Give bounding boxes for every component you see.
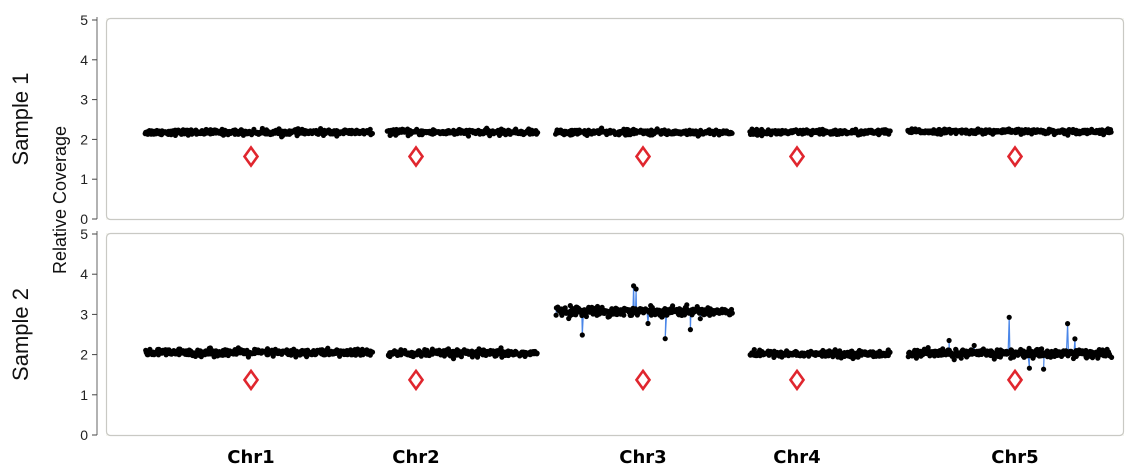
panel-label: Sample 1 (8, 73, 33, 166)
data-point (1039, 346, 1045, 352)
y-tick-label: 2 (80, 347, 88, 363)
data-point (751, 347, 757, 353)
diamond-marker (242, 368, 260, 392)
data-point (369, 130, 375, 137)
panel-frame (105, 17, 1125, 221)
diamond-marker (634, 145, 652, 168)
diamond-marker (1006, 368, 1024, 392)
data-point (1006, 314, 1012, 320)
data-point (633, 286, 639, 292)
y-tick-label: 5 (80, 226, 88, 242)
data-point (971, 342, 977, 349)
series-chr2 (385, 345, 540, 392)
data-point (369, 349, 376, 355)
data-point (687, 327, 694, 333)
data-point (887, 128, 893, 134)
data-point (951, 357, 957, 363)
data-point (1026, 365, 1032, 371)
series-chr3 (553, 125, 735, 168)
data-point (367, 126, 373, 132)
x-category-label: Chr2 (392, 447, 439, 468)
data-point (1108, 129, 1114, 135)
diamond-marker (407, 368, 425, 392)
y-tick-label: 3 (80, 92, 88, 108)
y-tick-label: 0 (80, 211, 88, 227)
diamond-marker (242, 145, 260, 168)
y-tick-label: 5 (80, 12, 88, 28)
data-point (953, 346, 959, 352)
diamond-marker (634, 368, 652, 392)
y-tick-label: 1 (80, 387, 88, 403)
data-point (579, 332, 585, 338)
data-point (662, 336, 668, 342)
panel-frame (105, 232, 1125, 437)
y-tick-label: 1 (80, 171, 88, 187)
data-point (553, 312, 559, 318)
data-point (729, 310, 735, 316)
data-point (946, 337, 952, 344)
series-chr2 (384, 125, 541, 168)
data-point (325, 345, 331, 351)
y-tick-label: 0 (80, 427, 88, 443)
data-point (887, 350, 893, 356)
data-point (458, 354, 464, 360)
diamond-marker (788, 145, 806, 168)
series-chr5 (905, 314, 1115, 392)
diamond-marker (407, 145, 425, 168)
series-chr1 (143, 345, 376, 392)
series-chr4 (747, 126, 893, 168)
series-chr3 (553, 283, 735, 392)
panel-label: Sample 2 (8, 288, 33, 381)
diamond-marker (788, 368, 806, 392)
data-point (1065, 321, 1071, 327)
data-point (621, 312, 627, 318)
diamond-marker (1006, 145, 1024, 168)
panel-1: 0 1 2 3 4 5 Sample 1 (8, 12, 1125, 227)
panel-2: 0 1 2 3 4 5 Sample 2 (8, 226, 1125, 443)
y-tick-label: 4 (80, 52, 88, 68)
data-point (645, 320, 651, 327)
panels: 0 1 2 3 4 5 Sample 1 0 1 2 3 4 5 Sample 2 Chr1 Chr2 Chr3… (8, 12, 1125, 468)
series-chr4 (747, 347, 893, 392)
y-axis-label: Relative Coverage (50, 126, 70, 274)
data-point (583, 313, 590, 320)
data-point (1109, 354, 1115, 360)
y-tick-label: 4 (80, 266, 88, 282)
data-point (450, 356, 457, 362)
data-point (1072, 336, 1078, 342)
x-category-label: Chr4 (773, 447, 820, 468)
series-chr1 (142, 125, 375, 168)
x-category-label: Chr3 (619, 447, 666, 468)
data-point (697, 316, 703, 322)
x-category-label: Chr1 (227, 447, 274, 468)
data-point (535, 130, 541, 136)
data-point (534, 350, 540, 356)
data-point (729, 130, 735, 136)
data-point (465, 133, 472, 139)
series-chr5 (905, 126, 1114, 168)
x-category-label: Chr5 (991, 447, 1038, 468)
data-point (1041, 366, 1047, 372)
y-tick-label: 3 (80, 306, 88, 322)
y-tick-label: 2 (80, 131, 88, 147)
data-point (991, 356, 997, 362)
